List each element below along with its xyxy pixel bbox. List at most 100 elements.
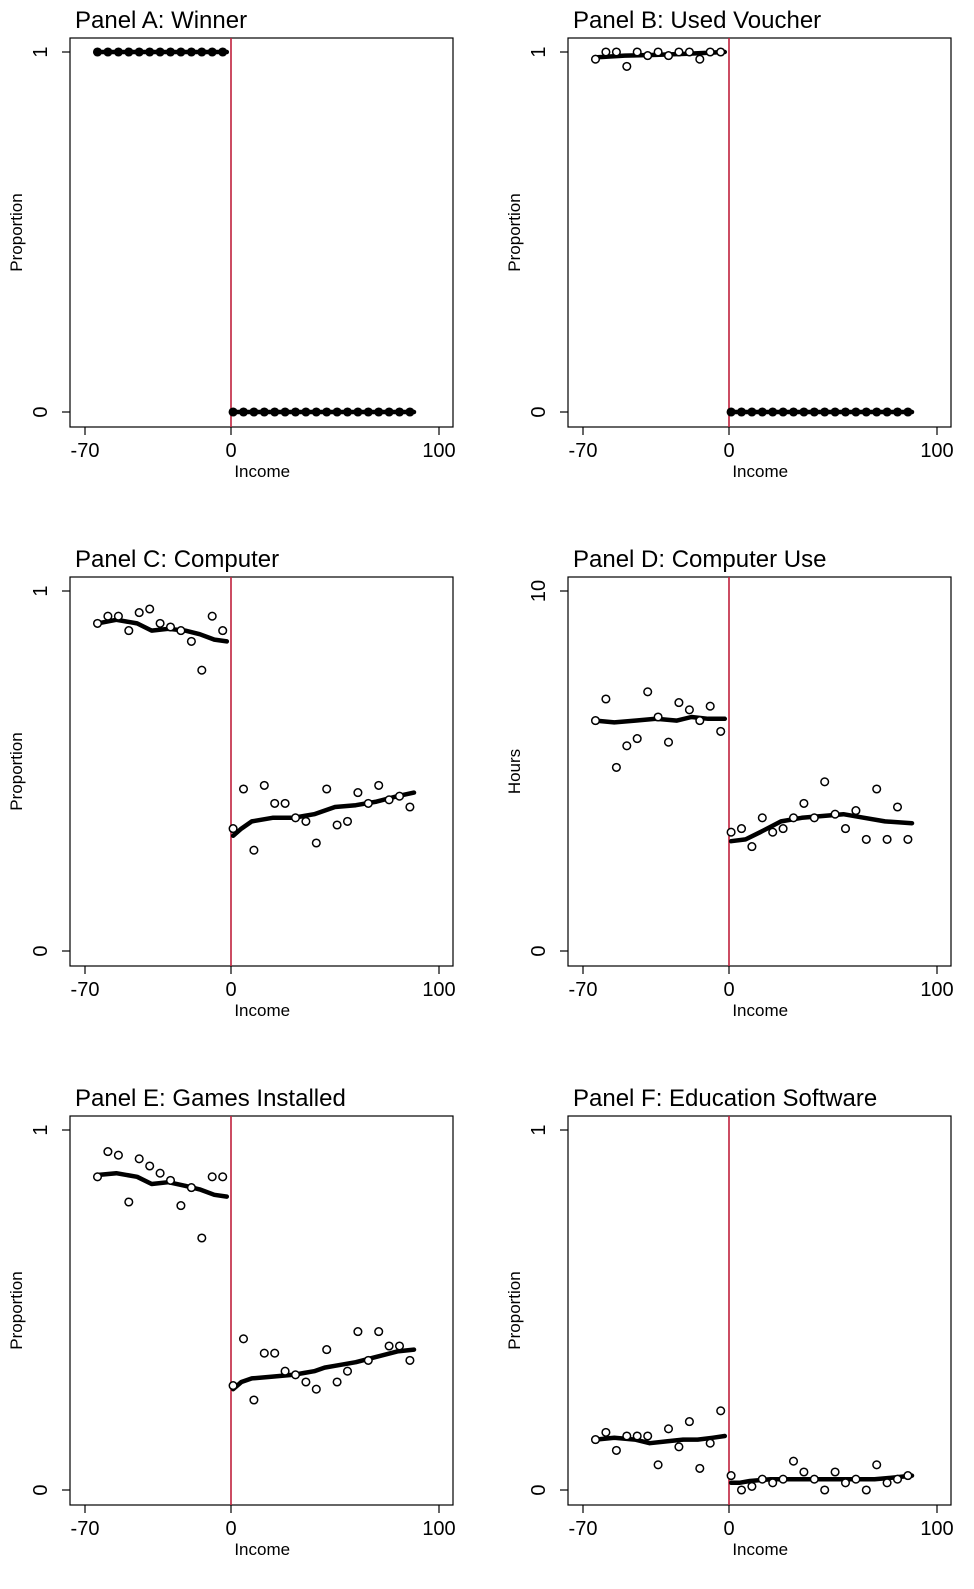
data-point — [590, 54, 601, 64]
data-point — [684, 47, 694, 57]
x-axis-label: Income — [234, 1001, 290, 1020]
data-point — [809, 813, 819, 823]
data-point — [840, 407, 851, 417]
panel-c: Panel C: Computer 0 1 -70 0 100 Income Proporti… — [7, 546, 456, 1020]
y-tick-label: 1 — [30, 46, 52, 57]
y-axis-label: Proportion — [7, 193, 26, 271]
data-point — [165, 47, 176, 57]
y-tick-label: 0 — [30, 1484, 52, 1495]
data-point — [611, 47, 621, 57]
data-point — [882, 834, 892, 844]
panel-title: Panel E: Games Installed — [75, 1085, 346, 1112]
y-axis-label: Proportion — [7, 732, 26, 810]
data-point — [590, 716, 601, 726]
data-point — [726, 407, 736, 417]
data-point — [840, 824, 851, 834]
data-point — [332, 1377, 342, 1387]
y-tick-label: 1 — [528, 46, 550, 57]
data-point — [757, 407, 767, 417]
data-point — [238, 784, 249, 794]
data-point — [301, 816, 311, 826]
data-point — [611, 762, 621, 772]
data-point — [716, 726, 726, 736]
x-tick-label: 100 — [920, 979, 953, 1001]
data-point — [903, 834, 913, 844]
data-point — [301, 1377, 311, 1387]
x-tick-label: 0 — [723, 440, 734, 462]
data-point — [799, 798, 809, 808]
y-tick-label: 1 — [528, 1124, 550, 1135]
data-point — [882, 1478, 892, 1488]
data-point — [290, 407, 301, 417]
data-point — [332, 407, 342, 417]
data-point — [103, 1147, 113, 1157]
data-point — [611, 1445, 621, 1455]
data-point — [238, 1334, 249, 1344]
data-point — [238, 407, 249, 417]
y-axis-label: Proportion — [505, 1271, 524, 1349]
data-point — [726, 827, 736, 837]
data-point — [290, 1370, 301, 1380]
data-point — [622, 741, 632, 751]
data-point — [653, 47, 663, 57]
data-point — [674, 698, 684, 708]
x-tick-label: 100 — [422, 979, 455, 1001]
x-tick-label: 100 — [422, 440, 455, 462]
data-point — [353, 1327, 363, 1337]
data-point — [653, 1460, 663, 1470]
x-tick-label: 100 — [422, 1518, 455, 1540]
data-point — [892, 1474, 903, 1484]
data-point — [736, 407, 747, 417]
data-point — [363, 407, 373, 417]
data-point — [155, 618, 165, 628]
data-point — [830, 407, 840, 417]
fit-line-left — [593, 714, 728, 725]
panel-f: Panel F: Education Software 0 1 -70 0 100 Inco… — [505, 1085, 954, 1559]
data-point — [384, 407, 394, 417]
data-point — [186, 47, 196, 57]
x-tick-label: -70 — [569, 979, 598, 1001]
data-point — [830, 809, 840, 819]
data-point — [342, 407, 353, 417]
x-axis-label: Income — [234, 1540, 290, 1559]
data-point — [705, 1438, 715, 1448]
panel-title: Panel D: Computer Use — [573, 546, 826, 573]
x-tick-label: -70 — [569, 440, 598, 462]
fit-line-right — [230, 1347, 417, 1392]
data-point — [736, 1485, 747, 1495]
data-point — [280, 1366, 290, 1376]
data-point — [590, 1435, 601, 1445]
data-point — [778, 1474, 788, 1484]
y-axis-label: Proportion — [505, 193, 524, 271]
panel-title: Panel F: Education Software — [573, 1085, 877, 1112]
data-point — [134, 1154, 144, 1164]
data-point — [374, 780, 384, 790]
data-point — [113, 47, 123, 57]
data-point — [632, 734, 642, 744]
data-point — [270, 407, 280, 417]
data-point — [394, 407, 405, 417]
data-point — [716, 47, 726, 57]
data-point — [747, 842, 757, 852]
data-point — [788, 1456, 799, 1466]
data-point — [788, 813, 799, 823]
data-point — [643, 687, 653, 697]
plot-frame — [567, 1115, 952, 1506]
data-point — [124, 626, 134, 636]
data-point — [632, 47, 642, 57]
data-point — [176, 1201, 186, 1211]
y-axis-label: Hours — [505, 749, 524, 794]
data-point — [165, 1175, 176, 1185]
data-point — [145, 604, 155, 614]
data-point — [155, 1168, 165, 1178]
data-point — [218, 626, 228, 636]
data-point — [342, 816, 353, 826]
data-point — [374, 407, 384, 417]
data-point — [601, 694, 611, 704]
data-point — [186, 1183, 196, 1193]
data-point — [103, 611, 113, 621]
x-tick-label: -70 — [71, 440, 100, 462]
data-point — [207, 1172, 217, 1182]
data-point — [228, 824, 238, 834]
